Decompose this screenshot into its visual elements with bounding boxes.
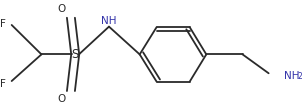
- Text: NH: NH: [101, 16, 116, 26]
- Text: O: O: [57, 4, 65, 14]
- Text: F: F: [0, 79, 6, 89]
- Text: 2: 2: [298, 72, 302, 81]
- Text: O: O: [57, 94, 65, 104]
- Text: S: S: [72, 48, 79, 61]
- Text: NH: NH: [284, 71, 299, 81]
- Text: F: F: [0, 19, 6, 29]
